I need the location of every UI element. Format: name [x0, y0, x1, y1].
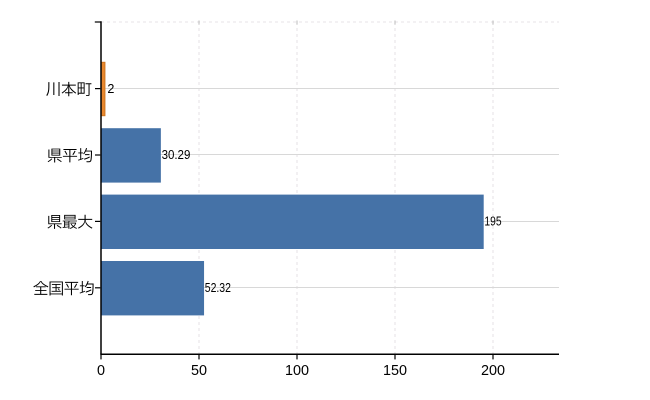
svg-text:0: 0 — [97, 363, 105, 379]
svg-text:100: 100 — [285, 363, 309, 379]
svg-text:50: 50 — [191, 363, 207, 379]
svg-text:200: 200 — [481, 363, 505, 379]
svg-text:150: 150 — [383, 363, 407, 379]
svg-text:195: 195 — [484, 215, 501, 229]
svg-text:52.32: 52.32 — [205, 281, 231, 295]
svg-text:2: 2 — [107, 82, 114, 96]
svg-text:30.29: 30.29 — [162, 148, 191, 162]
